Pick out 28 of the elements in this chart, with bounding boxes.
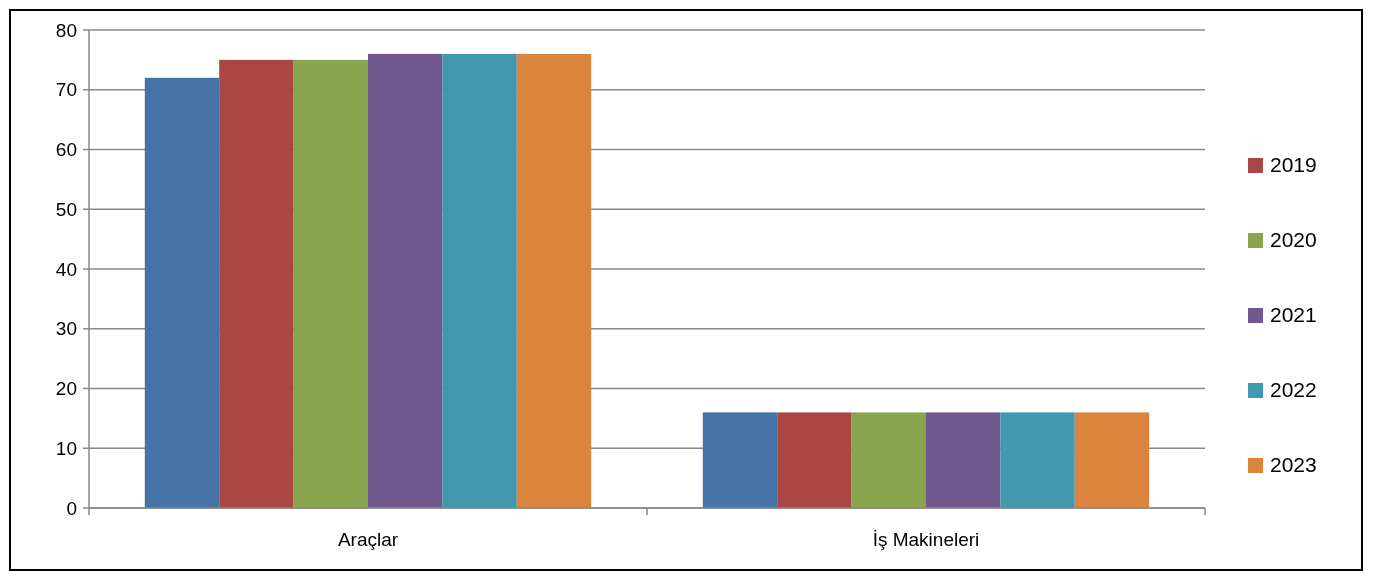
bar <box>702 412 778 508</box>
bar <box>1000 412 1075 508</box>
y-tick-label: 0 <box>66 497 77 519</box>
y-tick-label: 60 <box>55 139 77 161</box>
bar <box>219 59 294 508</box>
bar <box>926 412 1001 508</box>
legend-label: 2019 <box>1270 153 1317 177</box>
legend-label: 2020 <box>1270 228 1317 252</box>
y-tick-label: 50 <box>55 198 77 220</box>
x-tick-label: İş Makineleri <box>872 529 980 550</box>
y-tick-label: 40 <box>55 258 77 280</box>
y-tick-label: 10 <box>55 437 77 459</box>
y-tick-label: 70 <box>55 79 77 101</box>
x-tick-label: Araçlar <box>337 529 399 550</box>
y-tick-label: 30 <box>55 318 77 340</box>
bar <box>442 53 517 508</box>
bar <box>516 53 592 508</box>
bar <box>144 77 220 508</box>
bar <box>851 412 926 508</box>
bar <box>1074 412 1150 508</box>
bar <box>368 53 443 508</box>
legend-label: 2022 <box>1270 378 1317 402</box>
legend-label: 2021 <box>1270 303 1317 327</box>
y-tick-label: 80 <box>55 19 77 41</box>
y-tick-label: 20 <box>55 378 77 400</box>
legend-label: 2023 <box>1270 453 1317 477</box>
bar <box>293 59 368 508</box>
bar <box>777 412 852 508</box>
